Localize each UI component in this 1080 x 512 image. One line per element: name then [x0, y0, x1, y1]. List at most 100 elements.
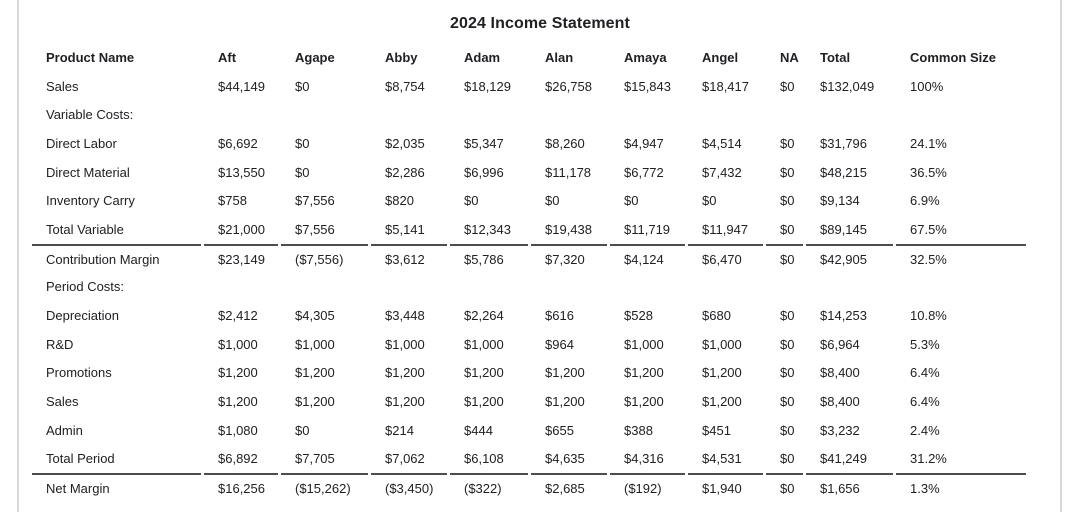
cell-value: [281, 273, 368, 302]
income-statement-table: Product Name Aft Agape Abby Adam Alan Amaya Ang…: [29, 43, 1029, 502]
cell-value: $2,264: [464, 308, 504, 324]
cell-value: 2.4%: [910, 422, 940, 438]
cell-value: $7,556: [295, 221, 335, 237]
cell-value: $6,692: [218, 135, 258, 151]
cell-value: ($322): [450, 473, 528, 502]
row-label: Total Variable: [46, 221, 124, 237]
cell-value: $2,035: [385, 135, 425, 151]
row-label: Promotions: [46, 365, 112, 381]
cell-value: $616: [545, 308, 574, 324]
cell-value: [806, 273, 893, 302]
cell-value: $4,947: [624, 135, 664, 151]
cell-value: [896, 100, 1026, 129]
header-row: Product Name Aft Agape Abby Adam Alan Amaya Ang…: [32, 43, 1026, 72]
table-row: Depreciation $2,412 $4,305 $3,448 $2,264 $616…: [32, 301, 1026, 330]
table-row: Period Costs:: [32, 273, 1026, 302]
cell-value: $1,200: [464, 365, 504, 381]
cell-value: 5.3%: [910, 336, 940, 352]
cell-value: $44,149: [218, 78, 265, 94]
cell-value: $1,200: [624, 365, 664, 381]
cell-value: $6,964: [820, 336, 860, 352]
cell-value: $7,705: [295, 451, 335, 467]
cell-value: [281, 100, 368, 129]
cell-value: $680: [702, 308, 731, 324]
cell-value: $1,656: [806, 473, 893, 502]
column-header-0: Product Name: [46, 49, 135, 65]
cell-value: $0: [766, 243, 803, 273]
cell-value: $6,108: [464, 451, 504, 467]
cell-value: $4,531: [702, 451, 742, 467]
cell-value: 6.9%: [910, 193, 940, 209]
cell-value: [531, 273, 607, 302]
cell-value: $1,000: [295, 336, 335, 352]
cell-value: [610, 100, 685, 129]
cell-value: 67.5%: [910, 221, 947, 237]
cell-value: $21,000: [218, 221, 265, 237]
cell-value: $758: [218, 193, 247, 209]
cell-value: 36.5%: [910, 164, 947, 180]
cell-value: $5,141: [385, 221, 425, 237]
cell-value: $1,200: [385, 365, 425, 381]
cell-value: $1,000: [218, 336, 258, 352]
table-row: Sales $1,200 $1,200 $1,200 $1,200 $1,200 $1,20…: [32, 387, 1026, 416]
cell-value: $11,719: [624, 221, 671, 237]
cell-value: $4,316: [624, 451, 664, 467]
row-label: Variable Costs:: [46, 107, 134, 123]
cell-value: $9,134: [820, 193, 860, 209]
cell-value: [806, 100, 893, 129]
column-header-3: Abby: [385, 49, 418, 65]
cell-value: $8,260: [545, 135, 585, 151]
cell-value: $26,758: [545, 78, 592, 94]
row-label: Sales: [46, 394, 79, 410]
cell-value: [371, 100, 447, 129]
column-header-9: Total: [820, 49, 851, 65]
cell-value: $0: [295, 135, 310, 151]
cell-value: [204, 273, 278, 302]
page-title: 2024 Income Statement: [450, 15, 630, 32]
cell-value: $4,514: [702, 135, 742, 151]
cell-value: $1,200: [464, 394, 504, 410]
cell-value: $0: [780, 365, 795, 381]
cell-value: $0: [780, 394, 795, 410]
cell-value: $2,286: [385, 164, 425, 180]
cell-value: $1,200: [624, 394, 664, 410]
cell-value: 24.1%: [910, 135, 947, 151]
cell-value: 6.4%: [910, 394, 940, 410]
cell-value: $451: [702, 422, 731, 438]
cell-value: $0: [295, 422, 310, 438]
cell-value: $444: [464, 422, 493, 438]
cell-value: [766, 273, 803, 302]
cell-value: $2,685: [531, 473, 607, 502]
cell-value: 100%: [910, 78, 944, 94]
cell-value: $0: [780, 336, 795, 352]
cell-value: $964: [545, 336, 574, 352]
table-row: Contribution Margin $23,149 ($7,556) $3,612…: [32, 243, 1026, 273]
cell-value: $89,145: [820, 221, 867, 237]
cell-value: $1,000: [385, 336, 425, 352]
row-label: Admin: [46, 422, 83, 438]
cell-value: $3,448: [385, 308, 425, 324]
table-row: Direct Labor $6,692 $0 $2,035 $5,347 $8,260 $4…: [32, 129, 1026, 158]
cell-value: $1,200: [295, 365, 335, 381]
cell-value: $4,305: [295, 308, 335, 324]
cell-value: $1,200: [218, 394, 258, 410]
column-header-6: Amaya: [624, 49, 667, 65]
cell-value: $8,754: [385, 78, 425, 94]
cell-value: $4,124: [610, 243, 685, 273]
panel-left-border: [17, 0, 19, 512]
table-row: Total Period $6,892 $7,705 $7,062 $6,108 $4,6…: [32, 445, 1026, 474]
cell-value: [766, 100, 803, 129]
cell-value: ($3,450): [371, 473, 447, 502]
cell-value: ($15,262): [281, 473, 368, 502]
cell-value: ($7,556): [281, 243, 368, 273]
cell-value: [450, 273, 528, 302]
cell-value: $0: [624, 193, 639, 209]
cell-value: $655: [545, 422, 574, 438]
cell-value: [531, 100, 607, 129]
cell-value: [896, 273, 1026, 302]
table-body: Sales $44,149 $0 $8,754 $18,129 $26,758 $15,84…: [32, 72, 1026, 502]
cell-value: $1,200: [218, 365, 258, 381]
cell-value: $19,438: [545, 221, 592, 237]
row-label: Period Costs:: [46, 279, 125, 295]
